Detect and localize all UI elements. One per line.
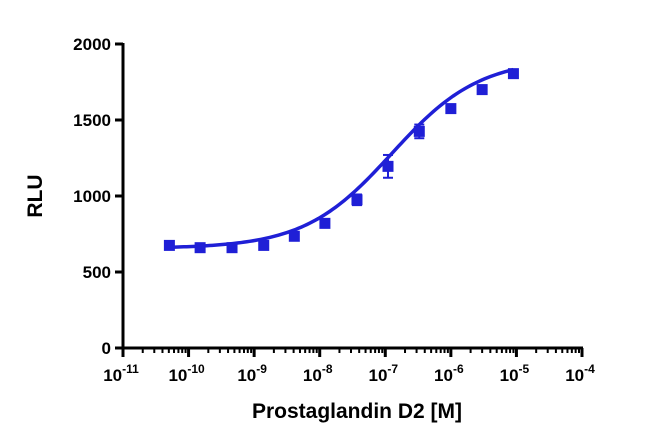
data-point-marker [351,194,363,206]
data-point-marker [288,230,300,242]
data-point-marker [258,239,270,251]
data-point-marker [413,125,425,137]
plot-area: 0 500 1000 1500 2000 10-11 10-10 10-9 10-8 10-7 10… [73,35,595,385]
x-tick-label: 10-10 [168,362,205,385]
data-point [319,217,331,229]
data-point-marker [319,217,331,229]
x-tick-label: 10-6 [434,362,464,385]
data-point [288,230,300,242]
data-point-marker [194,242,206,254]
x-tick-label: 10-7 [368,362,398,385]
x-tick-label: 10-9 [237,362,267,385]
data-point-marker [226,242,238,254]
data-point [445,103,457,115]
y-tick-label: 1000 [73,187,111,206]
x-tick-label: 10-4 [565,362,595,385]
x-tick-label: 10-11 [103,362,139,385]
data-point [194,242,206,254]
data-point [258,239,270,251]
data-point-marker [507,68,519,80]
y-axis-title: RLU [24,174,47,217]
data-point [507,68,519,80]
y-tick-label: 1500 [73,111,111,130]
data-point-marker [476,84,488,96]
y-tick-label: 500 [83,263,111,282]
data-point [351,193,363,207]
x-tick-label: 10-5 [500,362,530,385]
x-tick-label: 10-8 [303,362,333,385]
y-tick-label: 2000 [73,35,111,54]
x-axis-title: Prostaglandin D2 [M] [252,400,462,423]
data-point [476,84,488,96]
data-point [413,123,425,140]
data-point-marker [163,239,175,251]
data-point [382,153,394,179]
fit-curve-line [169,67,514,250]
y-tick-label: 0 [102,339,111,358]
data-point [226,242,238,254]
data-point-marker [445,103,457,115]
data-point-marker [382,160,394,172]
data-point [163,239,175,251]
